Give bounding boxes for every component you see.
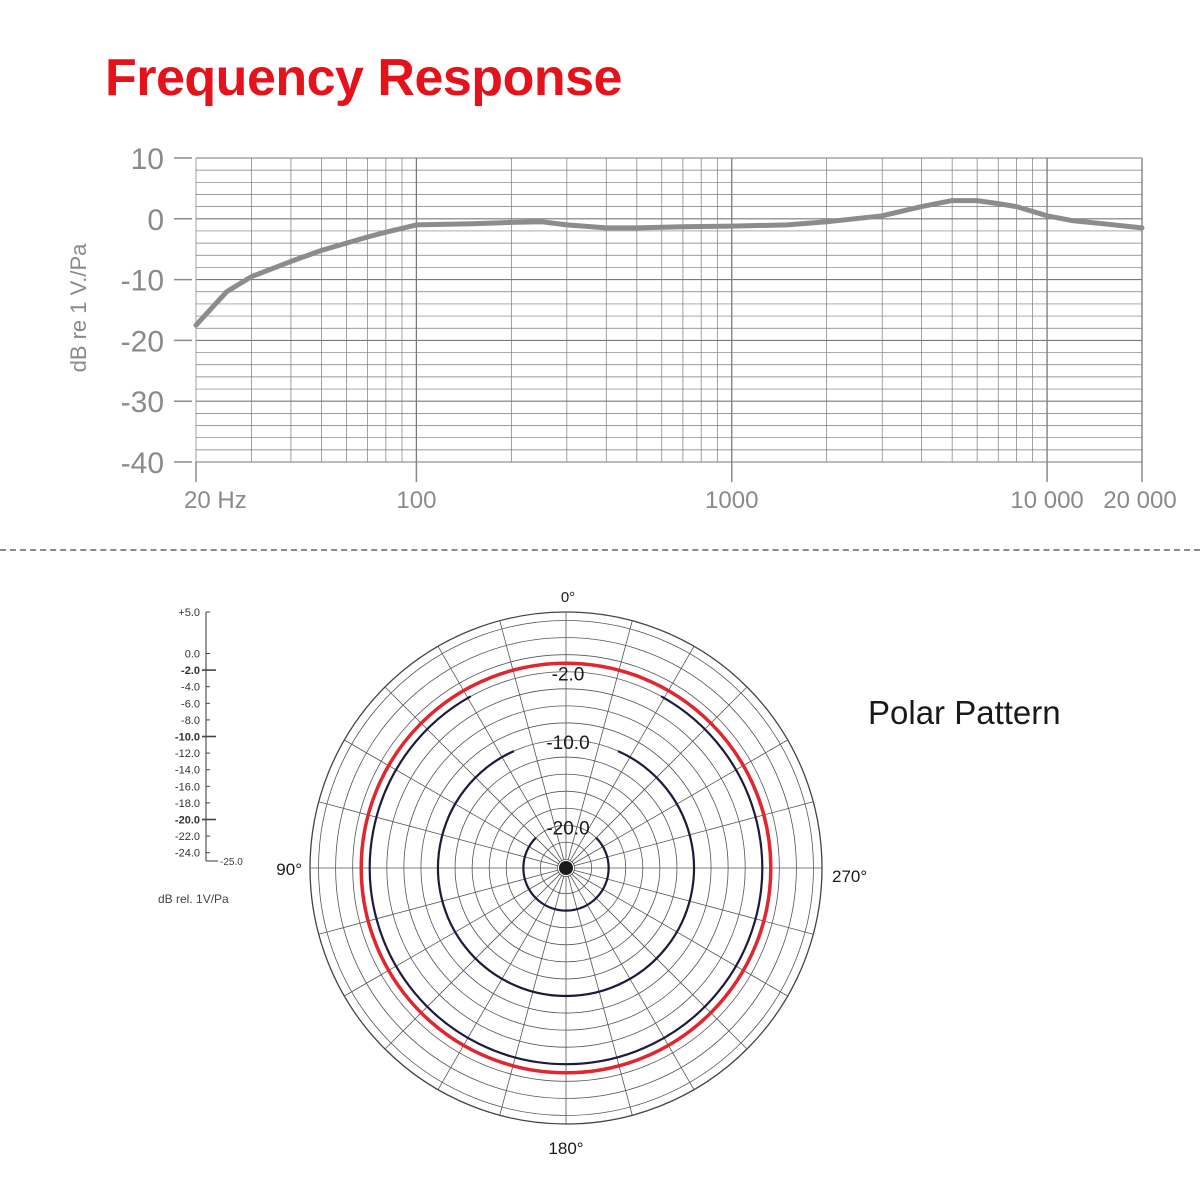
db-scale-label: +5.0: [178, 607, 200, 619]
polar-spoke: [574, 869, 814, 935]
x-tick-label: 20 000: [1103, 487, 1176, 514]
x-tick-label: 1000: [705, 487, 758, 514]
db-scale-label: -16.0: [175, 781, 200, 793]
x-tick-label: 10 000: [1010, 487, 1083, 514]
polar-ring-emphasis: [436, 750, 696, 998]
frequency-response-title: Frequency Response: [105, 49, 622, 107]
db-unit-label: dB rel. 1V/Pa: [158, 892, 229, 906]
polar-ring-label: -2.0: [552, 665, 585, 686]
polar-spoke: [384, 873, 561, 1050]
y-tick-label: 10: [131, 143, 164, 176]
db-scale-label: -18.0: [175, 798, 200, 810]
db-scale-label: -24.0: [175, 848, 200, 860]
db-scale-label: 0.0: [185, 649, 200, 661]
polar-spoke: [571, 873, 748, 1050]
polar-spoke: [437, 875, 563, 1090]
polar-angle-label: 180°: [548, 1139, 583, 1158]
polar-pattern-curve: [359, 661, 773, 1075]
polar-pattern-title: Polar Pattern: [868, 694, 1061, 731]
polar-spoke: [344, 871, 559, 997]
y-tick-label: -40: [121, 447, 164, 480]
polar-angle-label: 90°: [276, 860, 302, 879]
polar-ring-emphasis: [368, 695, 764, 1066]
y-tick-label: 0: [147, 204, 164, 237]
polar-angle-label: 0°: [561, 589, 575, 606]
polar-spoke: [573, 739, 788, 865]
polar-spoke: [567, 876, 633, 1116]
y-tick-label: -10: [121, 265, 164, 298]
frequency-response-line: [193, 198, 1145, 328]
polar-center-dot: [559, 861, 573, 875]
polar-spoke: [499, 876, 565, 1116]
y-axis-label: dB re 1 V./Pa: [66, 243, 91, 373]
polar-spoke: [571, 686, 748, 863]
polar-ring-label: -10.0: [546, 733, 589, 754]
x-tick-label: 20 Hz: [184, 487, 247, 514]
polar-grid: [309, 611, 823, 1125]
polar-spoke: [437, 646, 563, 861]
db-scale-label: -20.0: [175, 815, 200, 827]
polar-spoke: [569, 646, 695, 861]
db-scale-label: -8.0: [181, 715, 200, 727]
db-scale-label: -6.0: [181, 698, 200, 710]
x-tick-label: 100: [396, 487, 436, 514]
polar-spoke: [318, 869, 558, 935]
y-tick-label: -20: [121, 325, 164, 358]
db-scale-label: -2.0: [181, 665, 200, 677]
polar-spoke: [499, 620, 565, 860]
polar-spoke: [318, 801, 558, 867]
db-scale-label: -12.0: [175, 748, 200, 760]
db-scale-label: -4.0: [181, 682, 200, 694]
polar-ring-label: -20.0: [546, 818, 589, 839]
polar-ring-emphasis: [522, 837, 610, 912]
db-scale-label: -14.0: [175, 765, 200, 777]
polar-spoke: [569, 875, 695, 1090]
db-scale-label: -10.0: [175, 732, 200, 744]
polar-spoke: [384, 686, 561, 863]
polar-angle-label: 270°: [832, 867, 867, 886]
polar-spoke: [344, 739, 559, 865]
polar-spoke: [573, 871, 788, 997]
db-scale-label: -22.0: [175, 831, 200, 843]
section-divider: [0, 549, 1200, 551]
polar-spoke: [574, 801, 814, 867]
polar-spoke: [567, 620, 633, 860]
y-tick-label: -30: [121, 386, 164, 419]
db-scale-label: -25.0: [220, 857, 243, 868]
